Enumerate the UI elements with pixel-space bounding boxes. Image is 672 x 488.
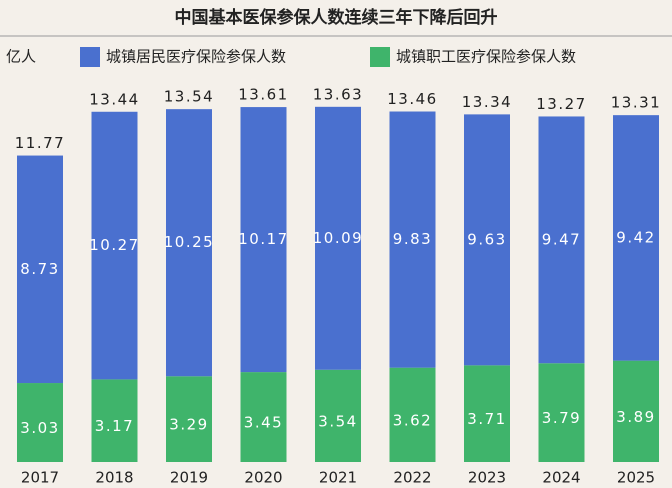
value-label: 3.71 <box>467 410 506 428</box>
x-tick-label: 2017 <box>21 469 59 487</box>
bar-segment <box>538 363 585 462</box>
x-tick-label: 2024 <box>542 469 580 487</box>
bar-segment <box>464 114 510 366</box>
x-tick-label: 2022 <box>393 469 431 487</box>
value-label: 10.09 <box>313 229 363 247</box>
total-label: 13.44 <box>89 90 139 108</box>
bar-segment <box>315 369 361 462</box>
value-label: 3.45 <box>244 414 283 432</box>
bar-segment <box>613 360 659 462</box>
chart-title: 中国基本医保参保人数连续三年下降后回升 <box>175 7 498 28</box>
total-label: 13.31 <box>611 94 661 112</box>
bar-segment <box>240 372 287 462</box>
value-label: 3.89 <box>616 408 655 426</box>
bar-segment <box>389 111 436 368</box>
bar-segment <box>389 367 436 462</box>
bar-segment <box>166 376 212 462</box>
unit-label: 亿人 <box>6 48 36 66</box>
total-label: 13.27 <box>536 95 586 113</box>
x-tick-label: 2019 <box>170 469 208 487</box>
value-label: 9.42 <box>616 228 655 246</box>
x-tick-label: 2018 <box>95 469 133 487</box>
bar-segment <box>315 106 361 370</box>
bar-segment <box>17 155 63 384</box>
bar-segment <box>91 379 138 462</box>
value-label: 3.03 <box>20 419 59 437</box>
bar-segment <box>613 115 659 361</box>
value-label: 10.25 <box>164 233 214 251</box>
value-label: 10.27 <box>89 236 139 254</box>
x-tick-label: 2020 <box>244 469 282 487</box>
x-tick-label: 2023 <box>468 469 506 487</box>
value-label: 9.83 <box>393 230 432 248</box>
value-label: 3.54 <box>318 412 357 430</box>
value-label: 8.73 <box>20 260 59 278</box>
legend-label: 城镇职工医疗保险参保人数 <box>396 48 576 66</box>
value-label: 3.29 <box>169 416 208 434</box>
value-label: 3.79 <box>542 409 581 427</box>
total-label: 13.34 <box>462 93 512 111</box>
total-label: 13.54 <box>164 88 214 106</box>
total-label: 13.46 <box>387 90 437 108</box>
value-label: 3.17 <box>95 417 134 435</box>
bar-segment <box>91 111 138 380</box>
value-label: 3.62 <box>393 411 432 429</box>
total-label: 13.63 <box>313 85 363 103</box>
bar-segment <box>538 116 585 364</box>
bar-segment <box>17 383 63 462</box>
bar-segment <box>166 109 212 377</box>
legend-swatch <box>370 47 390 67</box>
bar-segment <box>240 107 287 373</box>
total-label: 13.61 <box>238 86 288 104</box>
x-tick-label: 2025 <box>617 469 655 487</box>
x-tick-label: 2021 <box>319 469 357 487</box>
legend-label: 城镇居民医疗保险参保人数 <box>106 48 286 66</box>
legend-swatch <box>80 47 100 67</box>
value-label: 9.47 <box>542 230 581 248</box>
value-label: 9.63 <box>467 230 506 248</box>
bar-segment <box>464 365 510 462</box>
total-label: 11.77 <box>15 134 65 152</box>
value-label: 10.17 <box>238 230 288 248</box>
